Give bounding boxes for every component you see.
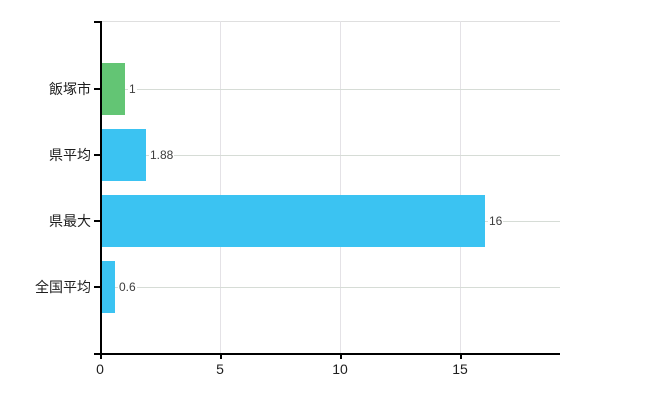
bar-value-label: 1.88 [149,148,175,162]
gridline-horizontal [100,89,560,90]
x-tick [340,353,342,359]
y-tick [94,220,100,222]
y-tick [94,286,100,288]
x-tick-label-10: 10 [332,361,348,377]
bar-value-label: 1 [128,82,137,96]
gridline-vertical-15 [460,21,461,353]
bar-県最大 [101,195,485,247]
x-tick-label-15: 15 [452,361,468,377]
y-axis-top-tick [94,21,100,23]
bar-飯塚市 [101,63,125,115]
x-tick [460,353,462,359]
x-tick-label-5: 5 [216,361,224,377]
bar-全国平均 [101,261,115,313]
gridline-horizontal [100,287,560,288]
bar-県平均 [101,129,146,181]
x-tick [100,353,102,359]
x-axis-line [94,353,560,355]
bar-value-label: 16 [488,214,504,228]
category-label-全国平均: 全国平均 [35,279,91,295]
gridline-vertical-10 [340,21,341,353]
bar-value-label: 0.6 [118,280,137,294]
category-label-飯塚市: 飯塚市 [49,81,91,97]
category-label-県最大: 県最大 [49,213,91,229]
category-label-県平均: 県平均 [49,147,91,163]
y-tick [94,88,100,90]
x-tick [220,353,222,359]
y-axis-line [100,21,102,359]
y-tick [94,154,100,156]
plot-top-border [100,21,560,22]
x-tick-label-0: 0 [96,361,104,377]
gridline-vertical-5 [220,21,221,353]
gridline-horizontal [100,155,560,156]
